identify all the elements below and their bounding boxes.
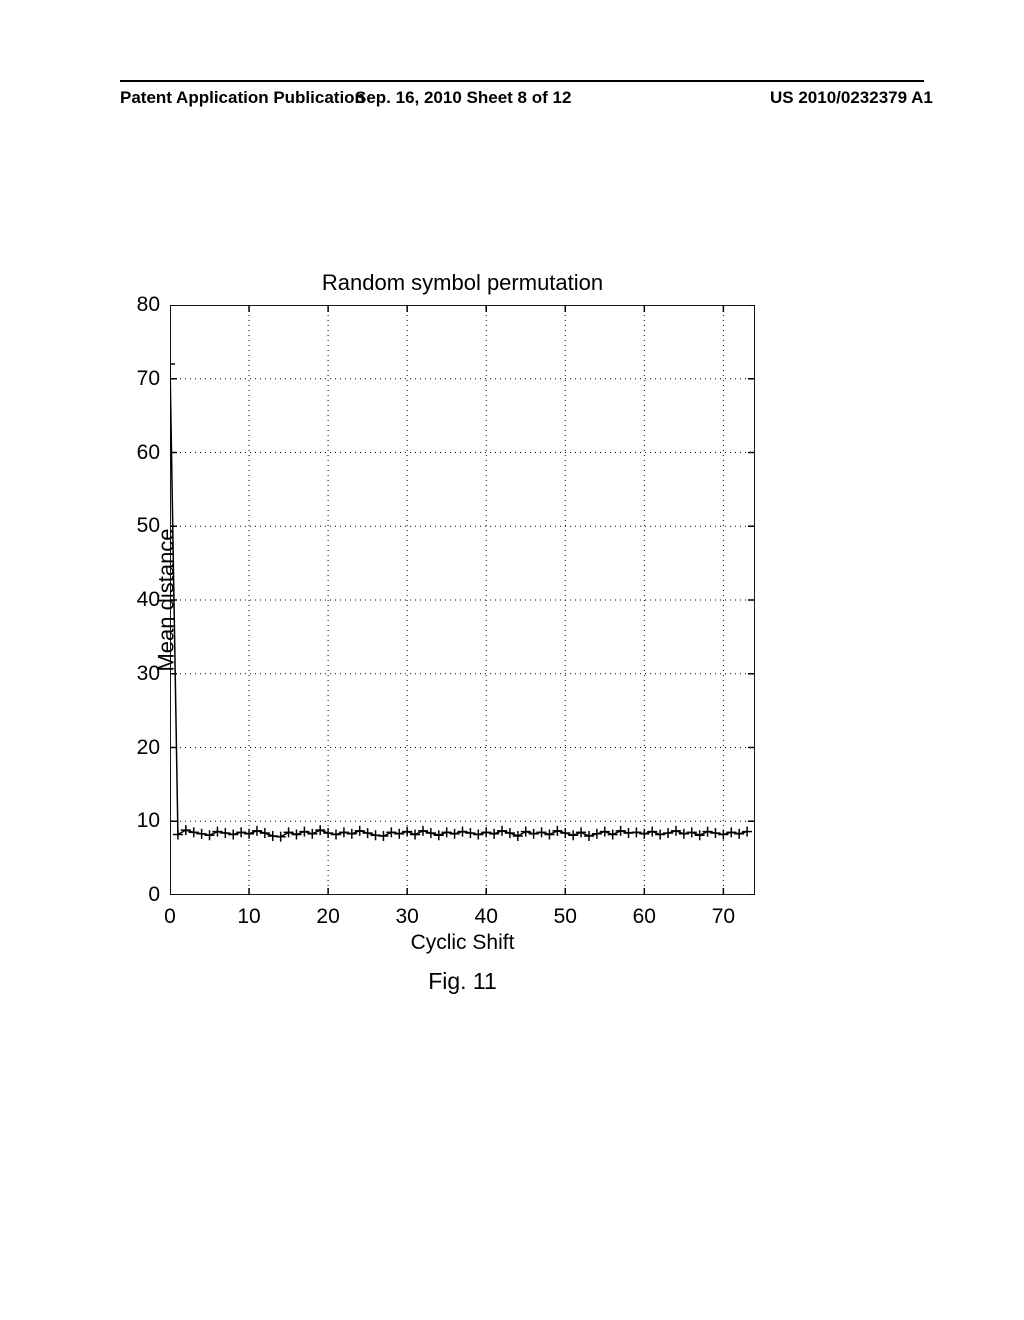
chart-title: Random symbol permutation xyxy=(170,270,755,296)
header-date-sheet: Sep. 16, 2010 Sheet 8 of 12 xyxy=(355,88,571,108)
xtick-label: 20 xyxy=(316,905,339,929)
ytick-label: 40 xyxy=(137,588,160,612)
chart-svg xyxy=(170,305,755,895)
header-publication: Patent Application Publication xyxy=(120,88,365,108)
figure-label: Fig. 11 xyxy=(170,968,755,995)
xtick-label: 60 xyxy=(633,905,656,929)
header-rule xyxy=(120,80,924,82)
ytick-label: 80 xyxy=(137,293,160,317)
header-patent-number: US 2010/0232379 A1 xyxy=(770,88,933,108)
ytick-label: 50 xyxy=(137,514,160,538)
xtick-label: 70 xyxy=(712,905,735,929)
ytick-label: 0 xyxy=(148,883,160,907)
xtick-label: 40 xyxy=(475,905,498,929)
ytick-label: 70 xyxy=(137,367,160,391)
xtick-label: 0 xyxy=(164,905,176,929)
xtick-label: 50 xyxy=(554,905,577,929)
xtick-label: 30 xyxy=(395,905,418,929)
ytick-label: 60 xyxy=(137,441,160,465)
xtick-label: 10 xyxy=(237,905,260,929)
ytick-label: 10 xyxy=(137,809,160,833)
ytick-label: 20 xyxy=(137,736,160,760)
x-axis-label: Cyclic Shift xyxy=(170,931,755,955)
ytick-label: 30 xyxy=(137,662,160,686)
chart-area: Random symbol permutation Mean distance … xyxy=(170,305,755,895)
